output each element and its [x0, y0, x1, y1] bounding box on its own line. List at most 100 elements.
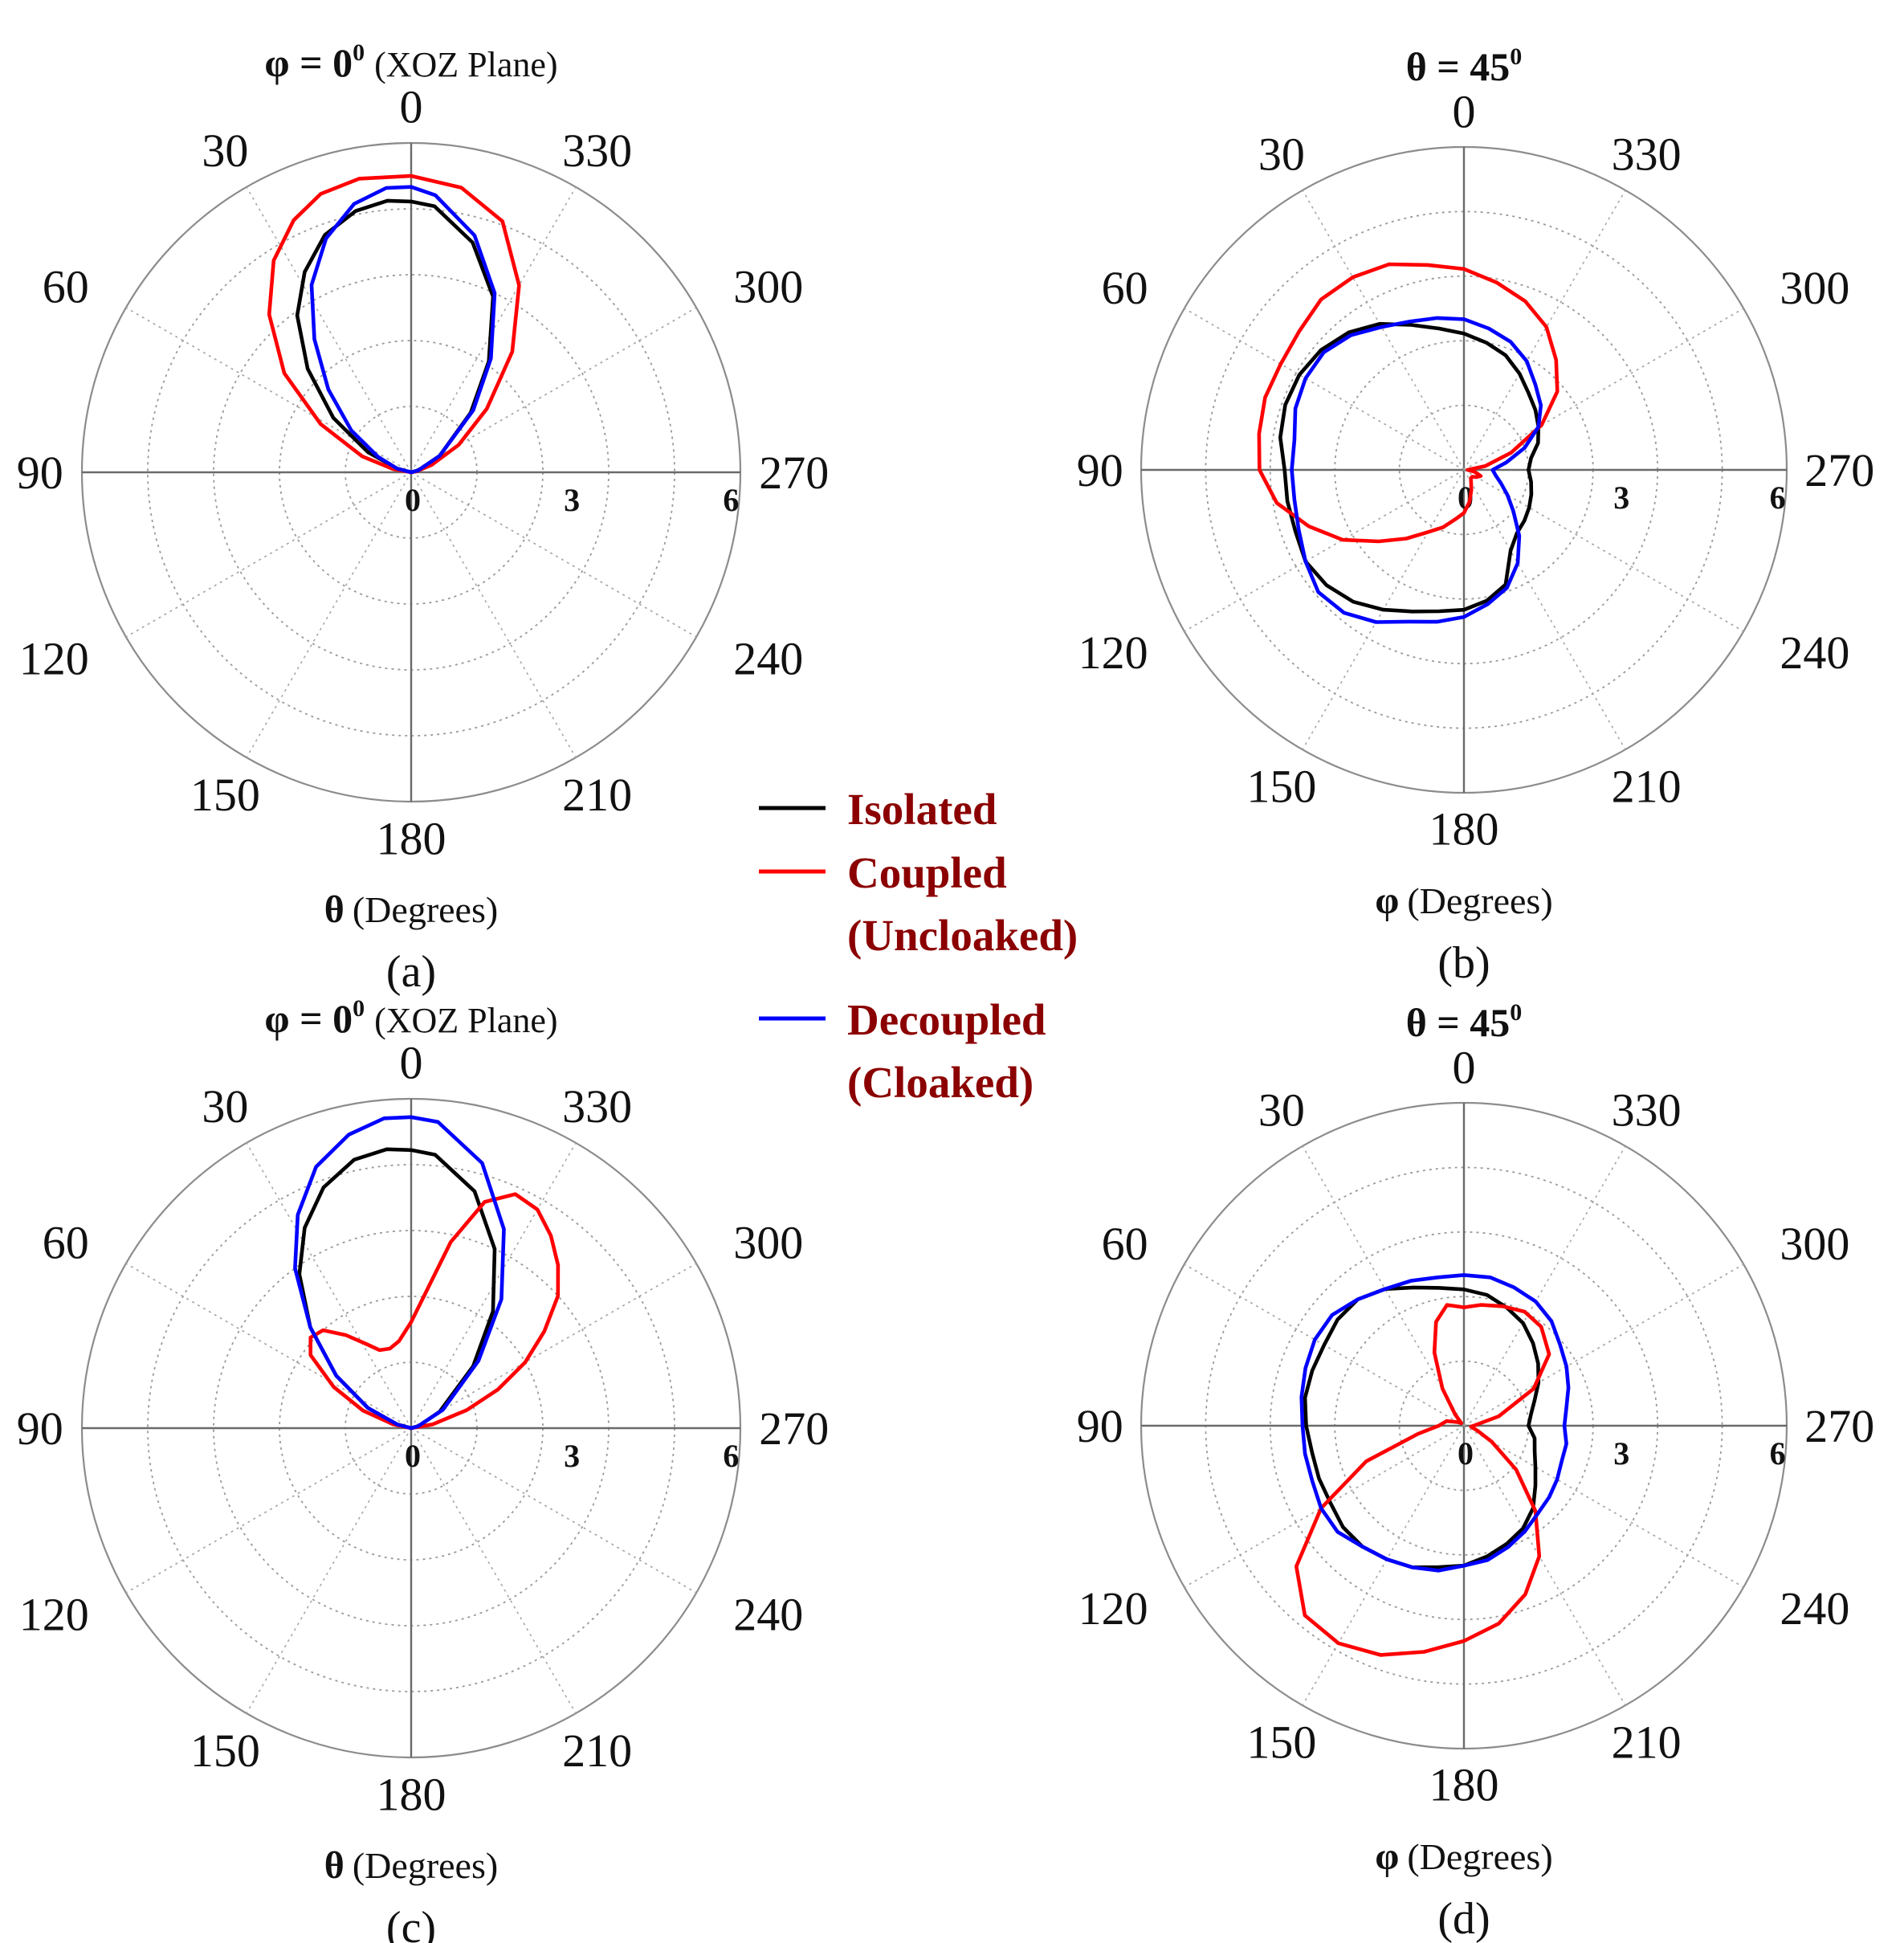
angle-label: 330: [1612, 129, 1682, 181]
angle-label: 150: [1246, 760, 1316, 812]
angle-label: 300: [1780, 1218, 1849, 1270]
angle-label: 270: [759, 1402, 829, 1455]
angle-label: 180: [1429, 802, 1499, 855]
panel-caption: (b): [1437, 938, 1490, 988]
title-note: (XOZ Plane): [374, 1001, 558, 1040]
x-axis-text: (Degrees): [353, 889, 498, 930]
spoke-line: [1463, 190, 1626, 471]
spoke-line: [410, 471, 697, 638]
x-axis-text: (Degrees): [1407, 880, 1552, 921]
legend: Isolated Coupled (Uncloaked) Decoupled (Cloa…: [759, 785, 1078, 1107]
angle-label: 0: [1453, 86, 1476, 138]
angle-label: 270: [1804, 1400, 1874, 1452]
title-symbol: θ: [1406, 1000, 1427, 1045]
angle-label: 270: [1804, 444, 1874, 496]
x-axis-label: θ (Degrees): [324, 1844, 498, 1887]
title-note: (XOZ Plane): [374, 45, 558, 84]
radial-tick-label: 6: [723, 1438, 739, 1474]
series-line-coupled: [1294, 1303, 1551, 1657]
radial-tick-label: 6: [1770, 1435, 1786, 1472]
angle-label: 240: [1780, 627, 1849, 679]
angle-label: 120: [1078, 627, 1148, 679]
legend-label: Isolated: [847, 785, 997, 834]
chart-title: θ = 450: [1406, 43, 1523, 89]
title-value: = 45: [1427, 44, 1511, 89]
panel-caption: (c): [386, 1903, 436, 1943]
angle-label: 0: [1453, 1042, 1476, 1094]
angle-label: 120: [19, 633, 89, 685]
spoke-line: [125, 1427, 412, 1594]
spoke-line: [246, 1142, 412, 1429]
angle-label: 30: [1258, 1084, 1305, 1137]
title-symbol: φ: [264, 996, 289, 1041]
series-line-coupled: [267, 173, 521, 475]
chart-title: φ = 00 (XOZ Plane): [264, 39, 557, 85]
radial-tick-label: 3: [564, 482, 580, 518]
spoke-line: [1463, 1263, 1744, 1427]
radial-tick-label: 0: [405, 482, 421, 518]
radial-tick-label: 3: [564, 1438, 580, 1474]
radial-tick-label: 0: [1458, 1435, 1474, 1472]
spoke-line: [410, 1427, 697, 1594]
title-value: = 0: [290, 40, 353, 85]
title-superscript: 0: [353, 995, 365, 1022]
x-axis-text: (Degrees): [1407, 1836, 1552, 1877]
title-value: = 45: [1427, 1000, 1511, 1045]
spoke-line: [1184, 469, 1465, 632]
angle-label: 240: [733, 1589, 803, 1641]
x-axis-symbol: φ: [1375, 880, 1399, 922]
angle-label: 30: [202, 1080, 248, 1133]
spoke-line: [1463, 1425, 1626, 1706]
radial-tick-label: 6: [723, 482, 739, 518]
angle-label: 330: [562, 124, 632, 177]
angle-label: 240: [1780, 1582, 1849, 1635]
title-superscript: 0: [353, 39, 365, 66]
angle-label: 270: [759, 447, 829, 499]
angle-label: 240: [733, 633, 803, 685]
x-axis-symbol: θ: [324, 1844, 345, 1887]
angle-label: 90: [17, 447, 63, 499]
x-axis-label: φ (Degrees): [1375, 880, 1552, 922]
angle-label: 180: [377, 1768, 446, 1820]
legend-label: Coupled: [847, 848, 1007, 897]
panel-caption: (a): [386, 947, 436, 997]
title-symbol: θ: [1406, 44, 1427, 89]
angle-label: 0: [400, 1037, 423, 1089]
angle-label: 0: [400, 81, 423, 133]
angle-label: 30: [1258, 129, 1305, 181]
angle-label: 60: [43, 260, 89, 312]
angle-label: 210: [1612, 760, 1682, 812]
legend-label: Decoupled: [847, 995, 1046, 1044]
angle-label: 90: [17, 1402, 63, 1455]
series-line-decoupled: [1299, 1273, 1571, 1573]
angle-label: 300: [1780, 262, 1849, 314]
angle-label: 210: [562, 769, 632, 821]
radial-tick-label: 3: [1613, 1435, 1629, 1472]
spoke-line: [1302, 1425, 1465, 1706]
angle-label: 180: [377, 812, 446, 864]
x-axis-label: θ (Degrees): [324, 888, 498, 931]
angle-label: 210: [562, 1725, 632, 1777]
angle-label: 30: [202, 124, 248, 177]
angle-label: 300: [733, 260, 803, 312]
angle-label: 90: [1077, 1400, 1123, 1452]
panel-caption: (d): [1437, 1894, 1490, 1943]
chart-title: θ = 450: [1406, 999, 1523, 1045]
angle-label: 120: [1078, 1582, 1148, 1635]
radial-tick-label: 3: [1613, 480, 1629, 516]
spoke-line: [1302, 1145, 1465, 1427]
radial-tick-label: 6: [1770, 480, 1786, 516]
x-axis-symbol: θ: [324, 888, 345, 931]
angle-label: 60: [43, 1216, 89, 1268]
title-symbol: φ: [264, 40, 289, 85]
x-axis-symbol: φ: [1375, 1835, 1399, 1878]
series-line-coupled: [1257, 262, 1559, 544]
angle-label: 60: [1102, 262, 1148, 314]
spoke-line: [125, 471, 412, 638]
spoke-line: [1463, 1145, 1626, 1427]
spoke-line: [1184, 308, 1465, 471]
